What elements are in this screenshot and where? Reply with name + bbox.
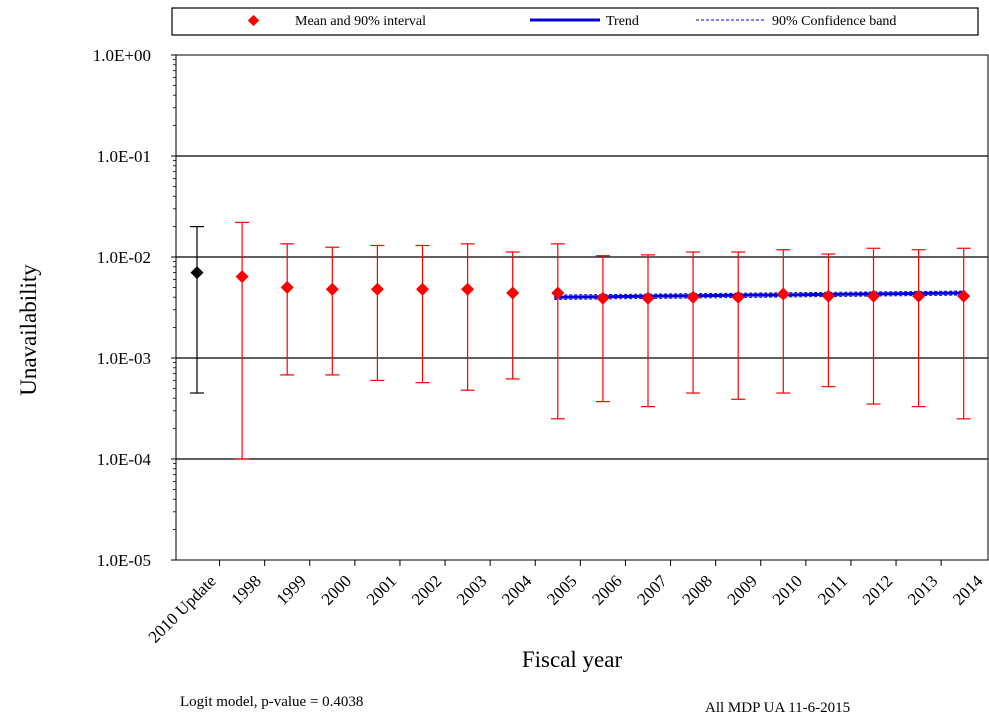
mean-marker (190, 266, 204, 280)
confidence-band-upper (554, 290, 964, 296)
legend-label-band: 90% Confidence band (772, 14, 896, 29)
model-note: Logit model, p-value = 0.4038 (180, 694, 363, 710)
mean-marker (551, 286, 565, 300)
mean-marker (416, 282, 429, 296)
x-tick-label: 2001 (363, 571, 400, 608)
x-axis: 2010 Update 1998 1999 2000 2001 2002 2003 2004 2… (145, 560, 987, 647)
error-bars (190, 221, 971, 460)
x-tick-label: 2014 (949, 571, 987, 609)
y-tick-label: 1.0E-03 (97, 349, 151, 368)
trend-line (554, 291, 964, 299)
mean-marker (641, 291, 655, 305)
y-axis: 1.0E+00 1.0E-01 1.0E-02 1.0E-03 1.0E-04 1.0E-… (93, 46, 176, 570)
mean-marker (370, 282, 384, 296)
x-tick-label: 2005 (543, 571, 580, 608)
plot-area (175, 54, 989, 561)
y-tick-label: 1.0E-04 (97, 450, 152, 469)
mean-markers (190, 266, 971, 305)
mean-marker (596, 291, 610, 305)
mean-marker (776, 287, 790, 301)
mean-marker (731, 290, 745, 304)
trend-line-group (554, 291, 964, 299)
x-tick-label: 2003 (453, 571, 490, 608)
x-tick-label: 2004 (498, 571, 536, 609)
y-axis-title: Unavailability (16, 264, 41, 396)
x-axis-title: Fiscal year (522, 647, 623, 672)
x-tick-label: 2007 (633, 571, 671, 609)
y-tick-label: 1.0E-02 (97, 248, 151, 267)
x-tick-label: 2010 (769, 571, 806, 608)
confidence-band-lower (554, 294, 964, 300)
mean-marker (506, 286, 520, 300)
mean-marker (235, 270, 249, 284)
x-tick-label: 2013 (904, 571, 941, 608)
x-tick-label: 2008 (678, 571, 715, 608)
confidence-band (554, 290, 964, 300)
x-tick-label: 1998 (227, 571, 264, 608)
y-tick-label: 1.0E+00 (93, 46, 151, 65)
mean-marker (912, 289, 926, 303)
mean-marker (325, 282, 339, 296)
legend-label-mean: Mean and 90% interval (295, 14, 426, 29)
x-tick-label: 2006 (588, 571, 625, 608)
x-tick-label: 2012 (859, 571, 896, 608)
legend-label-trend: Trend (606, 14, 639, 29)
mean-marker (821, 289, 835, 303)
plot-frame (175, 54, 989, 561)
mean-marker (957, 289, 971, 303)
source-note: All MDP UA 11-6-2015 (705, 700, 850, 716)
y-tick-label: 1.0E-01 (97, 147, 151, 166)
x-tick-label: 2002 (408, 571, 445, 608)
x-tick-label: 2010 Update (145, 571, 220, 646)
x-tick-label: 2011 (814, 571, 851, 608)
mean-marker (461, 282, 475, 296)
x-tick-label: 2000 (318, 571, 355, 608)
y-tick-label: 1.0E-05 (97, 551, 151, 570)
mean-marker (280, 280, 294, 294)
x-tick-label: 1999 (273, 571, 310, 608)
mean-marker (867, 289, 880, 303)
gridlines (176, 155, 988, 460)
mean-marker (686, 290, 700, 304)
x-tick-label: 2009 (724, 571, 761, 608)
legend: Mean and 90% interval Trend 90% Confiden… (171, 7, 979, 36)
